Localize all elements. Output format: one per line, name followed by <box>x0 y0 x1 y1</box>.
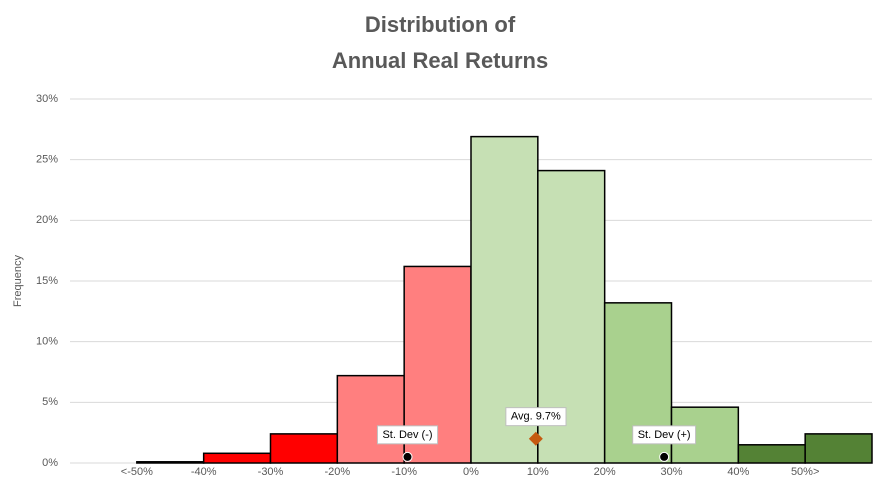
x-tick-label: -10% <box>391 466 417 478</box>
bar <box>269 433 339 464</box>
bar <box>202 452 272 464</box>
y-tick-label: 30% <box>36 93 58 105</box>
y-tick-label: 20% <box>36 214 58 226</box>
y-tick-label: 0% <box>42 457 58 469</box>
bar <box>336 374 405 464</box>
x-tick-label: -30% <box>258 466 284 478</box>
annotation-label: Avg. 9.7% <box>511 411 561 423</box>
x-tick-label: -40% <box>191 466 217 478</box>
marker <box>659 451 670 462</box>
y-tick-label: 15% <box>36 275 58 287</box>
x-tick-label: <-50% <box>121 466 153 478</box>
y-tick-label: 25% <box>36 154 58 166</box>
bar <box>737 444 806 464</box>
x-tick-label: 10% <box>527 466 549 478</box>
x-tick-label: 0% <box>463 466 479 478</box>
marker <box>402 451 413 462</box>
annotation-box <box>376 425 439 445</box>
bar <box>804 433 873 464</box>
x-tick-label: 40% <box>727 466 749 478</box>
x-tick-label: 20% <box>594 466 616 478</box>
y-tick-label: 10% <box>36 336 58 348</box>
x-tick-label: -20% <box>324 466 350 478</box>
annotation-label: St. Dev (-) <box>382 429 432 441</box>
bar <box>136 461 205 464</box>
y-axis-label: Frequency <box>12 255 24 307</box>
annotation-label: St. Dev (+) <box>638 429 691 441</box>
x-tick-label: 50%> <box>791 466 819 478</box>
annotation-box <box>632 425 697 445</box>
y-tick-label: 5% <box>42 396 58 408</box>
marker <box>528 431 543 446</box>
x-tick-label: 30% <box>660 466 682 478</box>
chart-title: Annual Real Returns <box>332 48 548 73</box>
annotation-box <box>505 407 567 427</box>
chart-title: Distribution of <box>365 12 516 37</box>
